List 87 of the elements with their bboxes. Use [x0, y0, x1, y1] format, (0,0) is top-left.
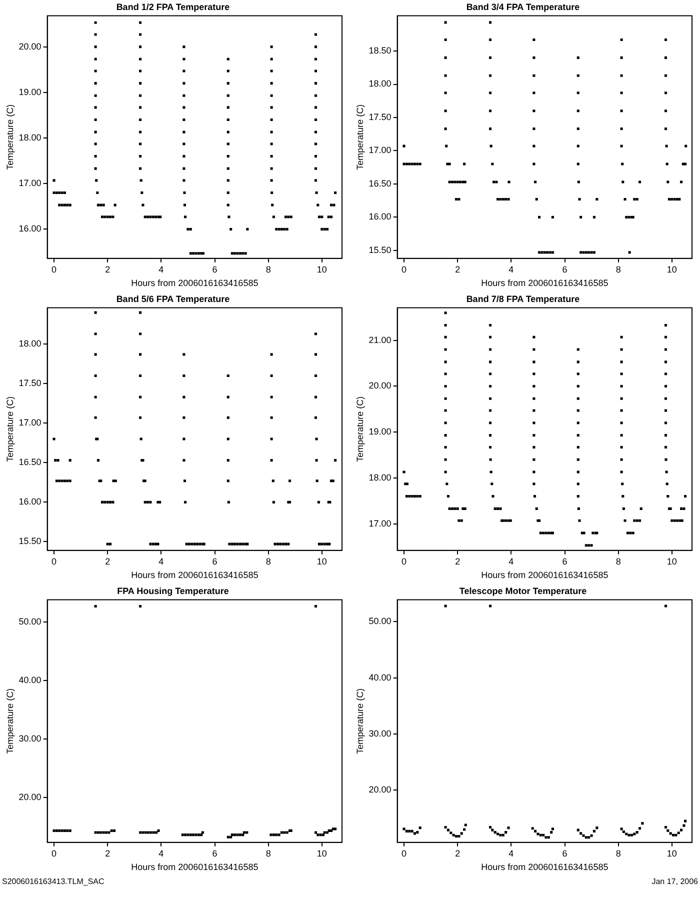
x-tick-label: 6	[212, 264, 218, 274]
text: S2006016163413.TLM_SAC	[1, 876, 106, 888]
chart-title: Band 7/8 FPA Temperature	[466, 294, 580, 304]
x-axis-title: Hours from 2006016163416585	[131, 278, 258, 288]
x-tick-label: 0	[402, 556, 407, 566]
y-tick-label: 17.00	[368, 145, 392, 156]
x-tick-label: 2	[455, 556, 460, 566]
x-tick-label: 6	[562, 264, 568, 274]
x-tick-label: 2	[105, 264, 110, 274]
y-tick-label: 17.00	[368, 518, 392, 528]
x-tick-label: 2	[105, 848, 110, 858]
y-tick-label: 20.00	[368, 784, 392, 795]
y-tick-label: 16.50	[18, 457, 42, 468]
x-tick-label: 0	[402, 848, 407, 858]
x-tick-label: 4	[508, 556, 514, 566]
x-tick-label: 0	[52, 264, 57, 274]
x-tick-label: 2	[455, 848, 460, 858]
x-tick-label: 8	[616, 264, 621, 274]
x-tick-label: 10	[666, 264, 677, 274]
y-axis-title: Temperature (C)	[4, 688, 15, 754]
y-tick-label: 17.00	[18, 178, 42, 188]
text: Jan 17, 2006	[650, 876, 699, 888]
y-axis-title: Temperature (C)	[4, 104, 15, 170]
x-tick-label: 6	[212, 848, 218, 858]
y-tick-label: 16.50	[368, 178, 392, 188]
y-tick-label: 30.00	[368, 728, 392, 738]
y-tick-label: 19.00	[18, 86, 42, 97]
y-axis-title: Temperature (C)	[4, 396, 15, 462]
x-tick-label: 4	[158, 556, 164, 566]
y-tick-label: 17.00	[18, 418, 42, 428]
y-tick-label: 18.50	[368, 46, 392, 56]
x-tick-label: 6	[212, 556, 218, 566]
x-tick-label: 10	[316, 848, 327, 858]
x-tick-label: 0	[52, 556, 57, 566]
x-tick-label: 4	[158, 264, 164, 274]
y-tick-label: 21.00	[368, 334, 392, 345]
y-tick-label: 16.00	[18, 496, 42, 507]
y-tick-label: 18.00	[18, 338, 42, 349]
y-tick-label: 50.00	[368, 616, 392, 626]
y-tick-label: 18.00	[368, 78, 392, 89]
x-axis-title: Hours from 2006016163416585	[131, 862, 258, 872]
y-tick-label: 18.00	[18, 132, 42, 142]
x-tick-label: 8	[266, 264, 271, 274]
x-tick-label: 8	[266, 848, 271, 858]
x-tick-label: 6	[562, 848, 568, 858]
x-tick-label: 8	[266, 556, 271, 566]
y-tick-label: 30.00	[18, 733, 42, 744]
y-tick-label: 17.50	[18, 378, 42, 388]
chart-title: Band 3/4 FPA Temperature	[466, 2, 580, 12]
x-tick-label: 10	[666, 556, 677, 566]
x-tick-label: 6	[562, 556, 568, 566]
x-tick-label: 2	[455, 264, 460, 274]
x-tick-label: 0	[402, 264, 407, 274]
x-tick-label: 8	[616, 848, 621, 858]
x-axis-title: Hours from 2006016163416585	[481, 570, 608, 580]
y-tick-label: 40.00	[18, 674, 42, 685]
y-tick-label: 50.00	[18, 616, 42, 626]
x-tick-label: 8	[616, 556, 621, 566]
y-tick-label: 18.00	[368, 472, 392, 482]
chart-title: Band 5/6 FPA Temperature	[116, 294, 230, 304]
chart-title: Band 1/2 FPA Temperature	[116, 2, 230, 12]
y-tick-label: 17.50	[368, 112, 392, 122]
x-tick-label: 4	[158, 848, 164, 858]
chart-title: FPA Housing Temperature	[117, 586, 229, 596]
chart-title: Telescope Motor Temperature	[459, 586, 587, 596]
y-axis-title: Temperature (C)	[354, 688, 365, 754]
y-tick-label: 15.50	[18, 536, 42, 546]
x-tick-label: 10	[666, 848, 677, 858]
x-tick-label: 2	[105, 556, 110, 566]
x-tick-label: 10	[316, 556, 327, 566]
y-tick-label: 20.00	[18, 792, 42, 802]
x-axis-title: Hours from 2006016163416585	[481, 862, 608, 872]
y-tick-label: 16.00	[18, 224, 42, 234]
x-tick-label: 4	[508, 848, 514, 858]
y-tick-label: 20.00	[18, 41, 42, 52]
x-axis-title: Hours from 2006016163416585	[481, 278, 608, 288]
y-tick-label: 40.00	[368, 672, 392, 682]
x-tick-label: 10	[316, 264, 327, 274]
y-axis-title: Temperature (C)	[354, 104, 365, 170]
x-tick-label: 4	[508, 264, 514, 274]
y-tick-label: 19.00	[368, 426, 392, 437]
x-tick-label: 0	[52, 848, 57, 858]
y-tick-label: 20.00	[368, 380, 392, 391]
x-axis-title: Hours from 2006016163416585	[131, 570, 258, 580]
y-axis-title: Temperature (C)	[354, 396, 365, 462]
y-tick-label: 16.00	[368, 212, 392, 222]
y-tick-label: 15.50	[368, 244, 392, 255]
